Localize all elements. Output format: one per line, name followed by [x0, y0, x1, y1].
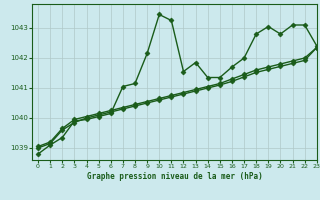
- X-axis label: Graphe pression niveau de la mer (hPa): Graphe pression niveau de la mer (hPa): [86, 172, 262, 181]
